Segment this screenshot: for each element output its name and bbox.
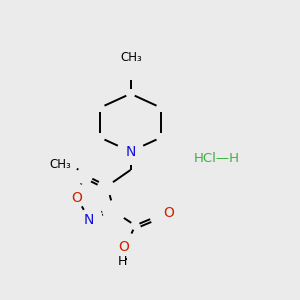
Text: HCl—H: HCl—H — [194, 152, 239, 165]
Text: O: O — [72, 191, 83, 205]
Text: N: N — [125, 145, 136, 158]
Text: CH₃: CH₃ — [50, 158, 71, 171]
Text: CH₃: CH₃ — [121, 51, 142, 64]
Text: O: O — [164, 206, 174, 220]
Text: H: H — [118, 255, 127, 268]
Text: O: O — [118, 240, 129, 254]
Text: N: N — [83, 213, 94, 226]
